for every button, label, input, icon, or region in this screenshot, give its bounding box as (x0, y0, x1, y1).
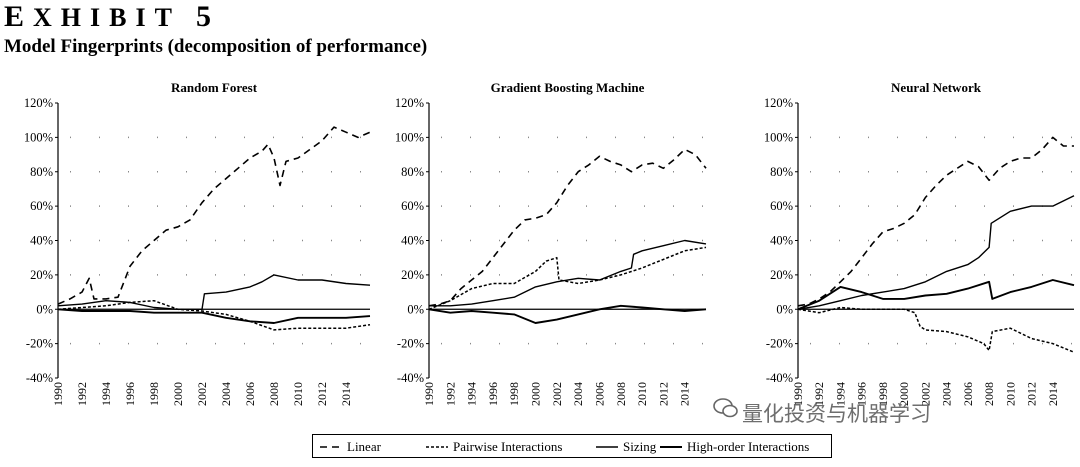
series-line-linear (797, 136, 1074, 307)
x-tick-label: 2006 (243, 382, 257, 406)
x-tick-label: 2000 (897, 382, 911, 406)
y-tick-label: 0% (776, 302, 793, 316)
y-tick-label: 20% (401, 268, 424, 282)
x-tick-label: 1996 (855, 382, 869, 406)
y-tick-label: 100% (395, 130, 424, 144)
y-tick-label: -20% (26, 337, 53, 351)
x-tick-label: 2006 (961, 382, 975, 406)
chart-panel-1: Random Forest 120% 100% 80% 60% 40% 20% 0% -20% -… (24, 80, 371, 406)
x-tick-label: 1992 (812, 382, 826, 406)
series-line-high-order-interactions (57, 308, 371, 324)
chart-title: Neural Network (891, 80, 982, 95)
x-tick-label: 2004 (940, 382, 954, 406)
x-tick-label: 2006 (592, 382, 606, 406)
y-tick-label: -20% (397, 337, 424, 351)
y-tick-label: 40% (401, 234, 424, 248)
exhibit-first-letter: E (4, 0, 34, 33)
chart-panel-2: Gradient Boosting Machine 120% 100% 80% 60% 4… (395, 80, 707, 406)
x-tick-label: 2012 (1025, 382, 1039, 406)
legend-label: Linear (347, 439, 382, 454)
x-tick-label: 1996 (123, 382, 137, 406)
x-tick-label: 2002 (550, 382, 564, 406)
series-line-sizing (429, 239, 707, 307)
x-tick-label: 2004 (571, 382, 585, 406)
x-tick-label: 2014 (678, 382, 692, 406)
x-tick-label: 2002 (918, 382, 932, 406)
y-tick-label: 100% (764, 130, 793, 144)
x-tick-label: 1998 (147, 382, 161, 406)
x-tick-label: 2002 (195, 382, 209, 406)
x-tick-label: 2014 (339, 382, 353, 406)
series-line-sizing (797, 195, 1075, 310)
y-tick-label: 40% (30, 234, 53, 248)
chart-title: Gradient Boosting Machine (491, 80, 645, 95)
exhibit-number: 5 (195, 0, 220, 33)
x-tick-label: 1994 (99, 382, 113, 406)
x-tick-label: 1992 (75, 382, 89, 406)
x-tick-label: 1998 (507, 382, 521, 406)
series-line-pairwise-interactions (797, 306, 1075, 353)
x-tick-label: 2010 (291, 382, 305, 406)
y-tick-label: -40% (397, 371, 424, 385)
x-tick-label: 2000 (529, 382, 543, 406)
series-line-high-order-interactions (797, 279, 1075, 311)
y-tick-label: 120% (24, 96, 53, 110)
x-tick-label: 1994 (833, 382, 847, 406)
series-line-pairwise-interactions (428, 246, 707, 310)
y-tick-label: -40% (26, 371, 53, 385)
x-tick-label: 1990 (791, 382, 805, 406)
series-line-linear (428, 148, 707, 307)
x-tick-label: 1992 (443, 382, 457, 406)
legend-box (312, 434, 832, 458)
x-tick-label: 1990 (51, 382, 65, 406)
x-tick-label: 1998 (876, 382, 890, 406)
y-tick-label: 60% (770, 199, 793, 213)
legend-label: Pairwise Interactions (453, 439, 562, 454)
series-line-sizing (57, 274, 371, 310)
y-tick-label: 40% (770, 234, 793, 248)
series-line-high-order-interactions (428, 304, 707, 324)
x-tick-label: 2004 (219, 382, 233, 406)
series-line-pairwise-interactions (57, 299, 371, 331)
legend-label: Sizing (623, 439, 657, 454)
x-tick-label: 2012 (656, 382, 670, 406)
y-tick-label: 120% (764, 96, 793, 110)
y-tick-label: 20% (770, 268, 793, 282)
exhibit-label: EXHIBIT 5 (4, 0, 220, 34)
series-line-linear (57, 126, 371, 305)
wechat-icon (713, 398, 738, 418)
x-tick-label: 2010 (1003, 382, 1017, 406)
legend-label: High-order Interactions (687, 439, 809, 454)
x-tick-label: 2010 (635, 382, 649, 406)
y-tick-label: 20% (30, 268, 53, 282)
y-tick-label: -40% (766, 371, 793, 385)
legend: Linear Pairwise Interactions Sizing High-or… (320, 439, 809, 454)
watermark-text: 量化投资与机器学习 (742, 402, 931, 426)
chart-panel-3: Neural Network 120% 100% 80% 60% 40% 20% 0% -20%… (764, 80, 1075, 406)
y-tick-label: 80% (770, 165, 793, 179)
y-tick-label: 60% (30, 199, 53, 213)
x-tick-label: 2008 (614, 382, 628, 406)
exhibit-word: XHIBIT (33, 3, 181, 32)
x-tick-label: 1990 (422, 382, 436, 406)
chart-title: Random Forest (171, 80, 258, 95)
y-tick-label: 80% (30, 165, 53, 179)
y-tick-label: 0% (407, 302, 424, 316)
y-tick-label: 100% (24, 130, 53, 144)
x-tick-label: 1994 (465, 382, 479, 406)
y-tick-label: -20% (766, 337, 793, 351)
x-tick-label: 2008 (267, 382, 281, 406)
y-tick-label: 0% (36, 302, 53, 316)
x-tick-label: 2012 (315, 382, 329, 406)
y-tick-label: 60% (401, 199, 424, 213)
x-tick-label: 1996 (486, 382, 500, 406)
x-tick-label: 2008 (982, 382, 996, 406)
x-tick-label: 2014 (1046, 382, 1060, 406)
y-tick-label: 120% (395, 96, 424, 110)
x-tick-label: 2000 (171, 382, 185, 406)
y-tick-label: 80% (401, 165, 424, 179)
figure-subtitle: Model Fingerprints (decomposition of per… (4, 36, 428, 57)
